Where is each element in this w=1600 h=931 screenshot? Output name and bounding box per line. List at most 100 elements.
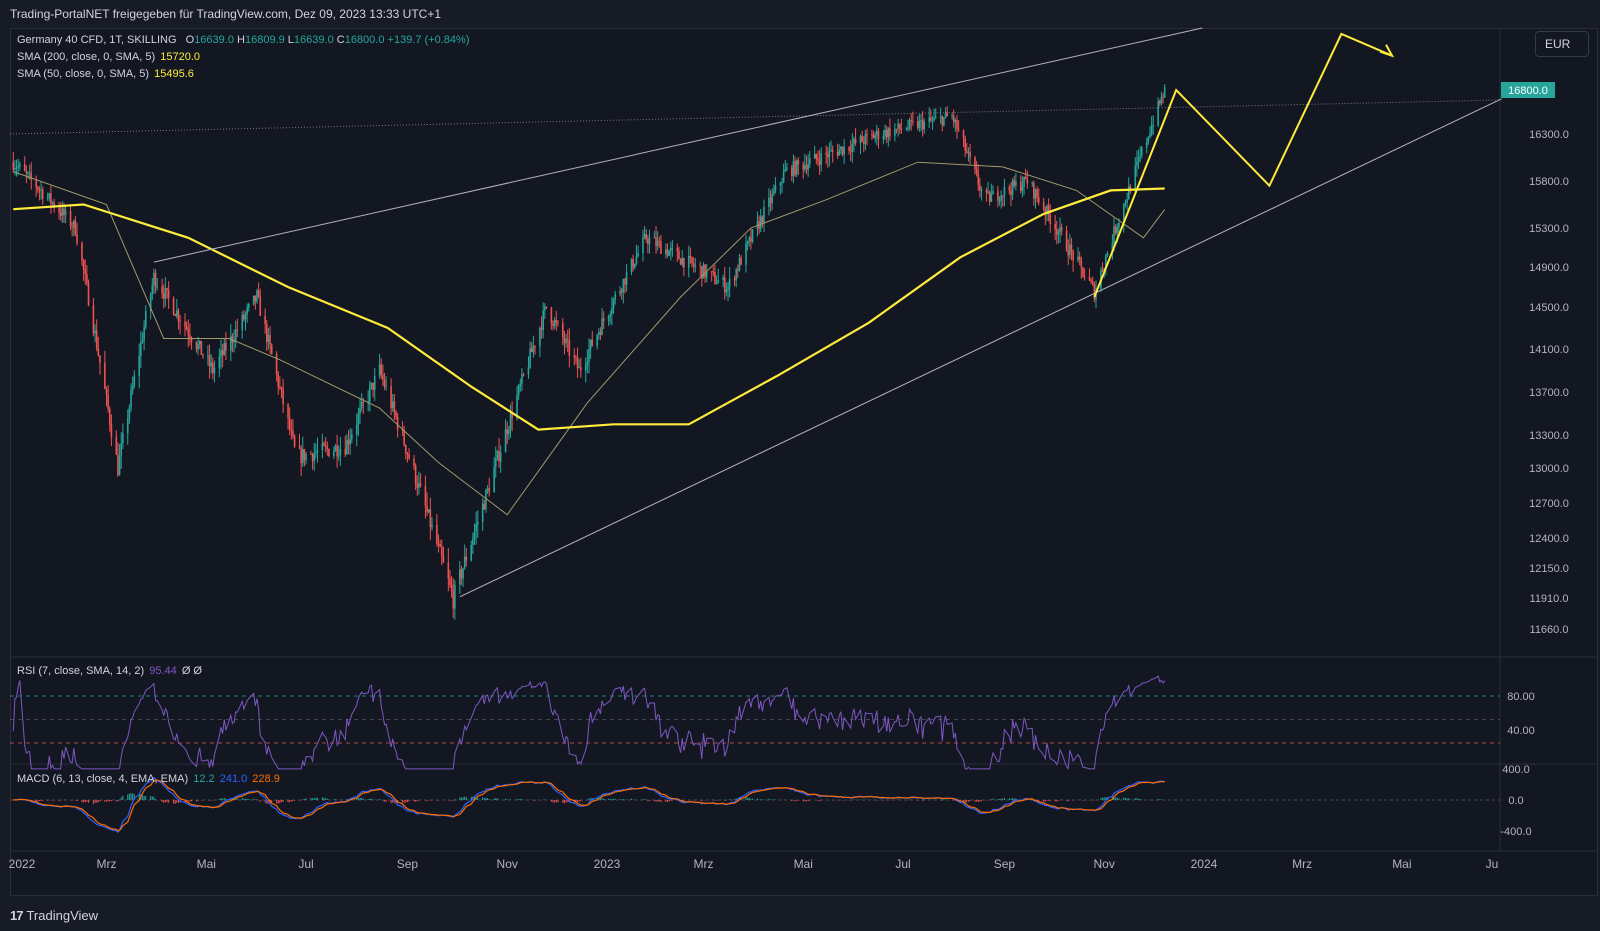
candle-body — [243, 314, 245, 320]
candle-body — [493, 467, 495, 493]
candle-body — [321, 443, 324, 451]
candle-body — [710, 271, 713, 273]
candle-body — [247, 304, 250, 308]
candle-body — [25, 170, 28, 173]
candle-body — [303, 449, 306, 461]
candle-body — [202, 354, 204, 356]
candle-body — [324, 445, 327, 447]
candle-body — [413, 458, 415, 466]
candle-body — [395, 411, 397, 418]
candle-body — [565, 339, 567, 344]
candle-body — [552, 323, 554, 326]
candle-body — [910, 119, 912, 121]
candle-body — [27, 172, 29, 174]
candle-body — [1114, 226, 1117, 234]
candle-body — [956, 120, 958, 129]
candle-body — [717, 279, 719, 284]
candle-body — [336, 445, 338, 457]
candle-body — [301, 449, 304, 464]
candle-body — [164, 288, 167, 299]
candle-body — [813, 154, 816, 159]
rsi-tick-label: 80.00 — [1507, 691, 1535, 703]
candle-body — [975, 168, 978, 174]
time-axis-label: Jul — [895, 857, 910, 871]
candle-body — [1003, 186, 1006, 196]
candle-body — [221, 350, 224, 355]
candle-body — [344, 448, 347, 455]
candle-body — [768, 197, 770, 208]
candle-body — [687, 255, 690, 268]
price-tick-label: 12700.0 — [1529, 498, 1569, 510]
sma200-line — [13, 187, 1165, 431]
footer-brand[interactable]: 17 TradingView — [10, 905, 98, 925]
candle-body — [328, 449, 330, 457]
candle-body — [1116, 227, 1119, 234]
candle-body — [174, 314, 176, 317]
candle-body — [382, 374, 384, 380]
candle-body — [197, 343, 199, 350]
candle-body — [782, 171, 785, 183]
candle-body — [279, 386, 281, 388]
candle-body — [861, 136, 863, 142]
candle-body — [200, 340, 203, 355]
candle-body — [351, 434, 353, 440]
time-axis-label: Mai — [1392, 857, 1411, 871]
candle-body — [161, 286, 163, 294]
candle-body — [298, 446, 301, 449]
candle-body — [476, 522, 479, 525]
candle-body — [619, 290, 621, 295]
candle-body — [460, 569, 463, 579]
candle-body — [69, 210, 72, 227]
candle-body — [130, 390, 132, 408]
candle-body — [419, 482, 422, 486]
candle-body — [486, 488, 489, 491]
macd-legend: MACD (6, 13, close, 4, EMA, EMA) 12.2 24… — [17, 773, 280, 785]
candle-body — [373, 376, 376, 390]
candle-body — [702, 264, 705, 279]
candle-body — [715, 283, 718, 285]
candle-body — [826, 154, 829, 158]
candle-body — [517, 385, 520, 396]
candle-body — [642, 237, 644, 253]
candle-body — [668, 250, 670, 256]
candle-body — [620, 290, 623, 293]
candle-body — [516, 395, 518, 419]
candle-body — [390, 386, 392, 409]
chart-frame[interactable] — [10, 28, 1598, 896]
candle-body — [15, 168, 18, 170]
low-label: L — [287, 34, 294, 46]
candle-body — [624, 278, 626, 285]
candle-body — [212, 362, 214, 374]
candle-body — [58, 207, 60, 213]
candle-body — [987, 191, 989, 193]
currency-button[interactable]: EUR — [1535, 31, 1589, 57]
candle-body — [122, 433, 124, 444]
dotted-level-line — [9, 99, 1501, 135]
candle-body — [1031, 182, 1034, 184]
chart-header-title: Trading-PortalNET freigegeben für Tradin… — [10, 7, 442, 21]
candle-body — [369, 386, 371, 402]
candle-body — [126, 418, 129, 434]
candle-body — [794, 161, 796, 175]
candle-body — [357, 414, 360, 425]
candle-body — [1134, 165, 1137, 192]
candle-body — [426, 505, 428, 512]
candle-body — [1091, 281, 1094, 285]
candle-body — [1067, 250, 1070, 256]
candle-body — [337, 455, 340, 457]
candle-body — [1000, 195, 1002, 201]
candle-body — [225, 343, 227, 351]
candle-body — [141, 340, 144, 343]
candle-body — [897, 123, 899, 129]
candle-body — [643, 234, 646, 238]
candle-body — [347, 439, 350, 445]
price-tick-label: 14500.0 — [1529, 302, 1569, 314]
candle-body — [544, 306, 546, 311]
candle-body — [1001, 195, 1004, 197]
candle-body — [1147, 137, 1150, 142]
candle-body — [187, 329, 190, 336]
candle-body — [998, 200, 1001, 202]
candle-body — [246, 307, 248, 315]
candle-body — [431, 524, 433, 528]
